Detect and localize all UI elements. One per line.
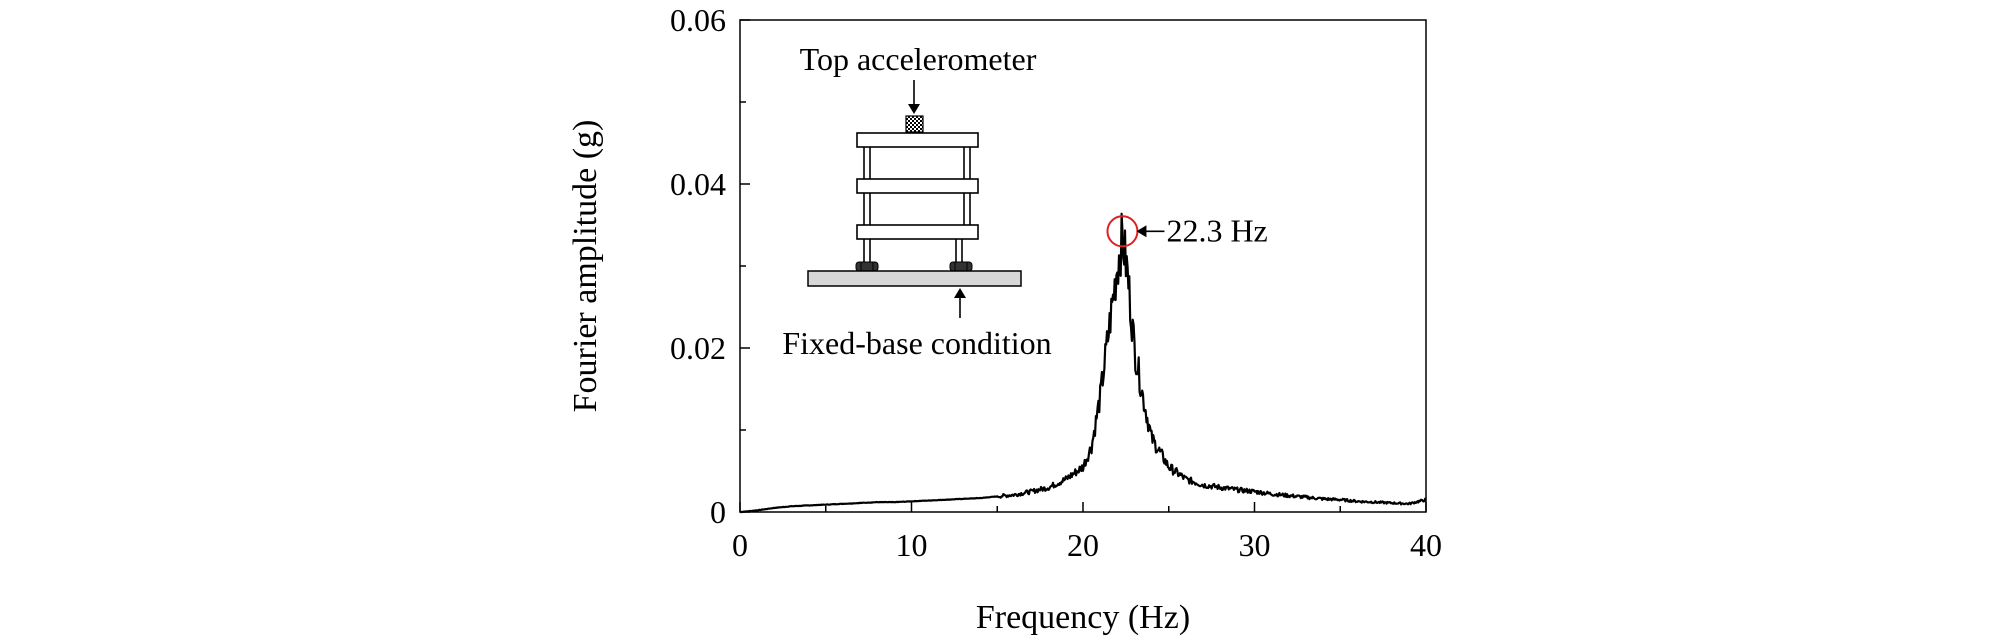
x-axis-ticks: 0 10 20 30 40 (732, 502, 1442, 563)
base-plate (807, 270, 1022, 287)
floor-slab-lower (856, 224, 979, 240)
top-accelerometer-arrow-head (908, 104, 920, 114)
structure-diagram: Top accelerometer (782, 41, 1051, 361)
series-line (739, 212, 1427, 514)
y-axis-ticks: 0 0.02 0.04 0.06 (670, 2, 750, 530)
accelerometer-sensor (905, 115, 924, 133)
y-tick-label: 0.04 (670, 166, 726, 202)
column-anchors (855, 261, 973, 277)
x-tick-label: 30 (1239, 527, 1271, 563)
y-axis-title: Fourier amplitude (g) (567, 120, 604, 413)
top-accelerometer-label: Top accelerometer (800, 41, 1037, 77)
x-tick-label: 10 (896, 527, 928, 563)
plot-frame (739, 19, 1427, 513)
floor-slab-top (856, 132, 979, 148)
x-axis-title: Frequency (Hz) (976, 599, 1190, 636)
floor-slab-middle (856, 178, 979, 194)
columns (863, 147, 971, 266)
base-arrow-head (954, 288, 966, 298)
fixed-base-label: Fixed-base condition (782, 325, 1051, 361)
peak-arrow-head (1136, 225, 1147, 238)
x-tick-label: 40 (1410, 527, 1442, 563)
y-tick-label: 0 (710, 494, 726, 530)
x-tick-label: 0 (732, 527, 748, 563)
y-tick-label: 0.06 (670, 2, 726, 38)
y-tick-label: 0.02 (670, 330, 726, 366)
peak-label: 22.3 Hz (1166, 212, 1267, 248)
x-tick-label: 20 (1067, 527, 1099, 563)
